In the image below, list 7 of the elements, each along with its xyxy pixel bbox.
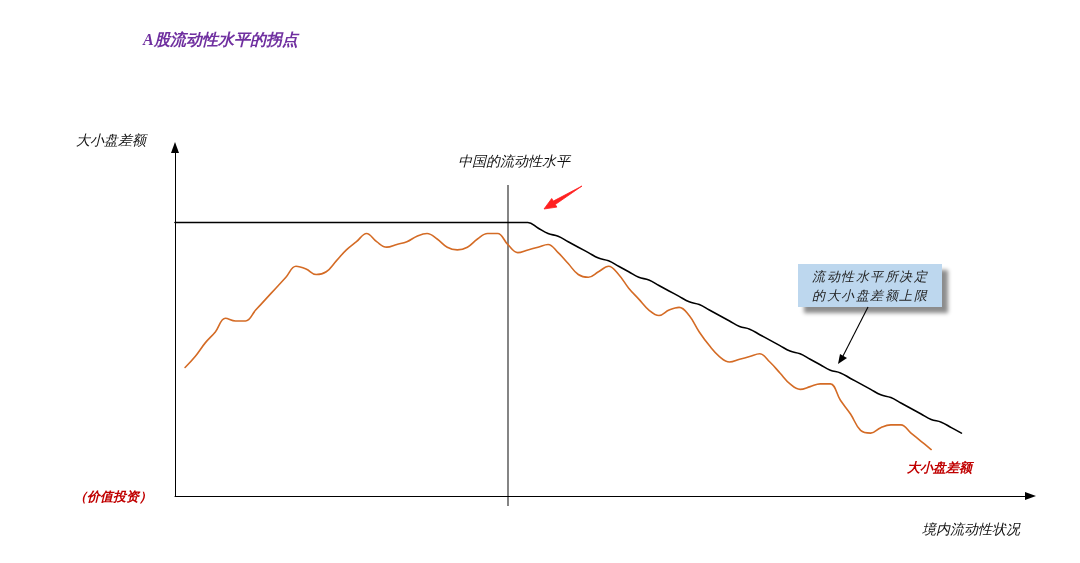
text: 大小盘差额 — [76, 132, 146, 150]
x-axis-title: 境内流动性状况 — [922, 521, 1021, 537]
text: 中国的流动性水平 — [458, 153, 570, 171]
chart-title: A股流动性水平的拐点 — [142, 29, 300, 49]
annotation: 流动性水平所决定的大小盘差额上限 — [798, 264, 942, 307]
text: （价值投资） — [74, 488, 152, 506]
series-label: 大小盘差额 — [906, 459, 975, 475]
